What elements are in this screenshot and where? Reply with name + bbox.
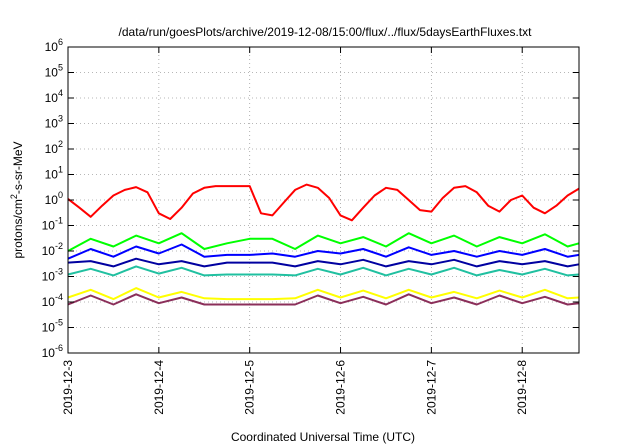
y-tick-label: 10-4 — [42, 292, 63, 309]
series-line — [67, 183, 580, 222]
x-tick-label: 2019-12-8 — [515, 360, 529, 415]
series-line — [67, 243, 580, 260]
series-line — [67, 287, 580, 301]
series-line — [67, 232, 580, 252]
y-tick-label: 104 — [45, 88, 63, 105]
ticks — [67, 46, 579, 354]
y-tick-label: 102 — [45, 139, 63, 156]
y-tick-label: 10-3 — [42, 267, 63, 284]
y-tick-label: 105 — [45, 63, 63, 80]
y-tick-label: 106 — [45, 37, 63, 54]
y-tick-label: 10-6 — [42, 343, 63, 360]
x-tick-label: 2019-12-5 — [243, 360, 257, 415]
series-line — [67, 265, 580, 277]
y-tick-label: 10-2 — [42, 241, 63, 258]
x-axis-label: Coordinated Universal Time (UTC) — [231, 430, 415, 444]
y-tick-label: 10-5 — [42, 318, 63, 335]
grid — [67, 47, 579, 353]
y-axis-label: protons/cm2-s-sr-MeV — [9, 141, 25, 258]
y-axis-label-sup: 2 — [9, 194, 19, 199]
y-tick-label: 103 — [45, 114, 63, 131]
x-tick-label: 2019-12-6 — [334, 360, 348, 415]
y-tick-labels: 10-6 10-5 10-4 10-3 10-2 10-1 100 101 102 103 104 1… — [42, 37, 63, 360]
y-tick-label: 100 — [45, 190, 63, 207]
x-tick-labels: 2019-12-3 2019-12-4 2019-12-5 2019-12-6 2019… — [61, 360, 529, 415]
series-layer — [67, 183, 580, 306]
y-tick-label: 101 — [45, 165, 63, 182]
series-line — [67, 293, 580, 306]
y-tick-label: 10-1 — [42, 216, 63, 233]
x-tick-label: 2019-12-7 — [424, 360, 438, 415]
chart-title: /data/run/goesPlots/archive/2019-12-08/1… — [119, 25, 533, 39]
x-tick-label: 2019-12-4 — [152, 360, 166, 415]
series-line — [67, 257, 580, 268]
y-axis-label-post: -s-sr-MeV — [11, 141, 25, 194]
y-axis-label-pre: protons/cm — [11, 199, 25, 258]
x-tick-label: 2019-12-3 — [61, 360, 75, 415]
